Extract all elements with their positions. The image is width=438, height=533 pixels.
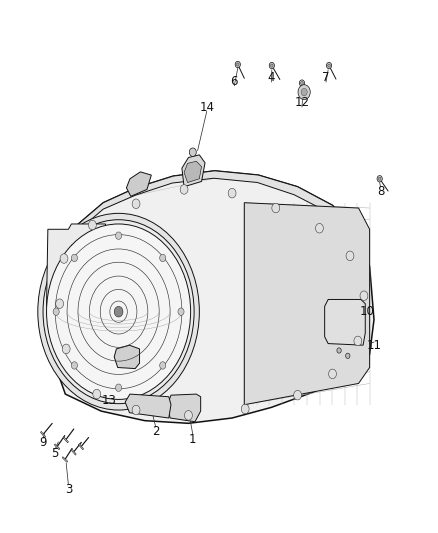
Polygon shape xyxy=(62,457,68,463)
Circle shape xyxy=(360,291,368,301)
Text: 5: 5 xyxy=(52,447,59,460)
Text: 14: 14 xyxy=(199,101,214,114)
Polygon shape xyxy=(325,300,365,345)
Circle shape xyxy=(56,299,64,309)
Text: 7: 7 xyxy=(322,71,330,84)
Polygon shape xyxy=(114,345,140,368)
Circle shape xyxy=(62,344,70,354)
Circle shape xyxy=(88,220,96,230)
Polygon shape xyxy=(71,449,76,455)
Circle shape xyxy=(132,405,140,415)
Circle shape xyxy=(114,306,123,317)
Circle shape xyxy=(269,62,275,69)
Circle shape xyxy=(235,61,240,68)
Circle shape xyxy=(132,199,140,208)
Circle shape xyxy=(60,254,68,263)
Polygon shape xyxy=(49,171,374,423)
Circle shape xyxy=(354,336,362,346)
Circle shape xyxy=(301,88,307,96)
Circle shape xyxy=(116,232,122,239)
Text: 11: 11 xyxy=(367,338,381,352)
Circle shape xyxy=(241,404,249,414)
Polygon shape xyxy=(182,155,205,187)
Circle shape xyxy=(293,390,301,400)
Circle shape xyxy=(178,308,184,316)
Circle shape xyxy=(299,80,304,86)
Circle shape xyxy=(346,251,354,261)
Circle shape xyxy=(315,223,323,233)
Circle shape xyxy=(337,348,341,353)
Circle shape xyxy=(237,63,239,66)
Text: 10: 10 xyxy=(360,305,375,318)
Circle shape xyxy=(272,203,280,213)
Circle shape xyxy=(326,62,332,69)
Text: 9: 9 xyxy=(40,437,47,449)
Circle shape xyxy=(160,362,166,369)
Circle shape xyxy=(378,177,381,180)
Text: 12: 12 xyxy=(294,96,310,109)
Polygon shape xyxy=(77,171,359,239)
Circle shape xyxy=(298,85,310,100)
Text: 6: 6 xyxy=(230,75,238,88)
Polygon shape xyxy=(54,444,60,450)
Circle shape xyxy=(271,64,273,67)
Circle shape xyxy=(43,220,194,403)
Circle shape xyxy=(116,384,122,391)
Circle shape xyxy=(93,389,101,399)
Polygon shape xyxy=(78,443,84,450)
Text: 3: 3 xyxy=(65,483,72,496)
Polygon shape xyxy=(244,203,370,405)
Circle shape xyxy=(328,369,336,378)
Circle shape xyxy=(377,175,382,182)
Text: 1: 1 xyxy=(189,433,197,446)
Circle shape xyxy=(53,308,59,316)
Polygon shape xyxy=(125,394,171,418)
Circle shape xyxy=(38,213,199,410)
Text: 13: 13 xyxy=(102,394,117,407)
Circle shape xyxy=(346,353,350,359)
Polygon shape xyxy=(167,394,201,422)
Polygon shape xyxy=(40,431,46,438)
Polygon shape xyxy=(184,161,201,182)
Circle shape xyxy=(46,224,191,399)
Circle shape xyxy=(71,254,78,262)
Circle shape xyxy=(328,64,330,67)
Polygon shape xyxy=(127,172,151,196)
Circle shape xyxy=(184,410,192,420)
Polygon shape xyxy=(46,224,106,310)
Text: 4: 4 xyxy=(268,71,275,84)
Text: 8: 8 xyxy=(377,184,384,198)
Circle shape xyxy=(71,362,78,369)
Circle shape xyxy=(300,82,303,85)
Circle shape xyxy=(180,184,188,194)
Text: 2: 2 xyxy=(152,425,159,438)
Polygon shape xyxy=(63,437,68,443)
Circle shape xyxy=(189,148,196,157)
Circle shape xyxy=(160,254,166,262)
Circle shape xyxy=(228,188,236,198)
